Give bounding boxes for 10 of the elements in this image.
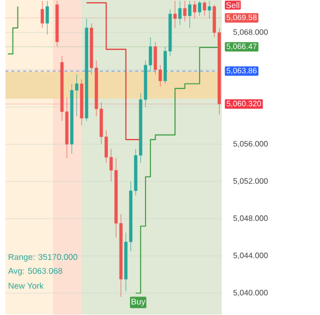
candlestick	[178, 0, 182, 26]
text: Sell	[226, 2, 240, 8]
candlestick	[208, 0, 212, 20]
annotation: New York	[8, 282, 44, 289]
annotation: Buy	[132, 298, 146, 306]
candlestick	[46, 0, 49, 35]
annotation: Range: 35170.000	[8, 254, 78, 262]
candlestick	[198, 0, 202, 16]
annotation: Avg: 5063.068	[8, 268, 62, 276]
candlestick	[188, 0, 192, 28]
